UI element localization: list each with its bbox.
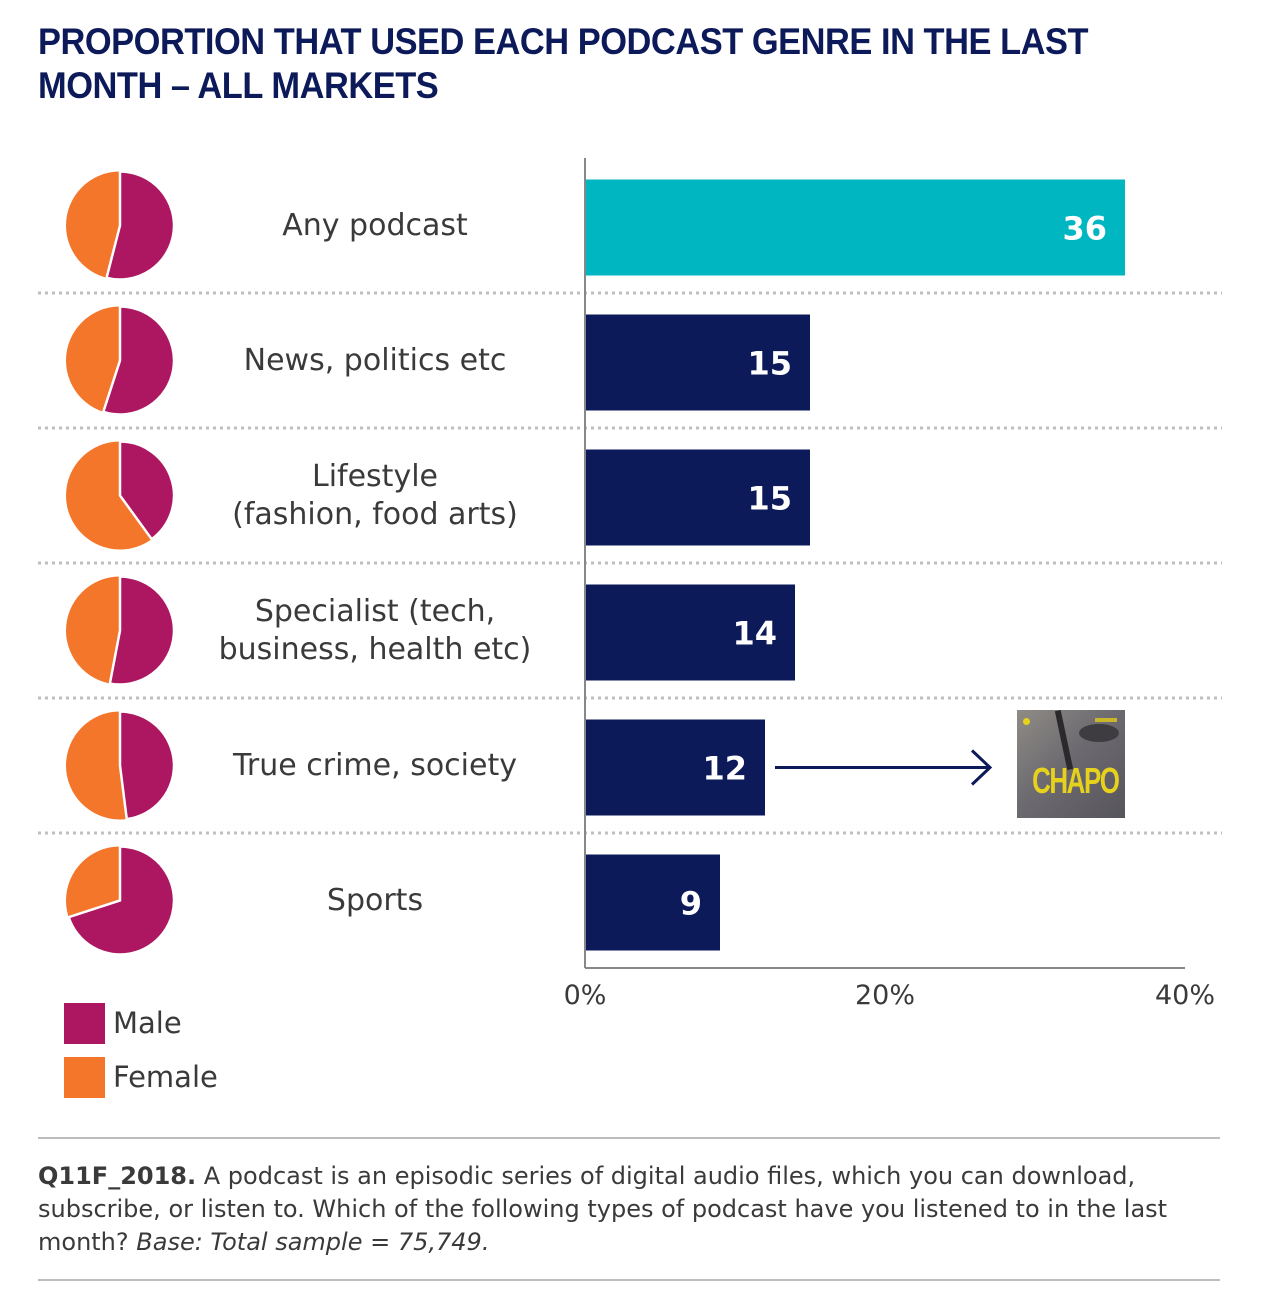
bar-value-label: 15 xyxy=(747,345,792,383)
gender-pie xyxy=(66,305,176,416)
footnote-top-rule xyxy=(38,1137,1220,1139)
legend: Male Female xyxy=(64,1002,218,1110)
pie-slice-male xyxy=(108,575,176,686)
x-tick-label: 20% xyxy=(855,980,915,1011)
footnote-base: Base: Total sample = 75,749. xyxy=(136,1228,490,1256)
footnote: Q11F_2018. A podcast is an episodic seri… xyxy=(38,1160,1228,1259)
category-label: Sports xyxy=(326,882,424,918)
row-dividers xyxy=(38,291,1222,835)
bar xyxy=(585,719,765,816)
annotation-arrow xyxy=(775,749,993,786)
cover-title: CHAPO xyxy=(1032,760,1120,801)
category-label: Specialist (tech, business, health etc) xyxy=(218,593,532,667)
gender-pie xyxy=(66,845,176,956)
bar-value-label: 15 xyxy=(747,480,792,518)
legend-label-male: Male xyxy=(113,1006,182,1040)
footnote-bottom-rule xyxy=(38,1279,1220,1281)
legend-swatch-male xyxy=(64,1002,105,1044)
pie-slice-male xyxy=(118,440,176,541)
cover-eye-shape xyxy=(1079,724,1119,742)
legend-item-female: Female xyxy=(64,1056,218,1098)
footnote-question-code: Q11F_2018. xyxy=(38,1162,197,1190)
category-label: True crime, society xyxy=(233,747,517,783)
bar-value-label: 36 xyxy=(1062,210,1107,248)
pie-slice-male xyxy=(105,170,176,281)
x-tick-label: 0% xyxy=(564,980,607,1011)
bar-value-label: 14 xyxy=(732,615,777,653)
bar-value-label: 12 xyxy=(702,750,747,788)
bar xyxy=(585,314,810,411)
bar xyxy=(585,449,810,546)
bars xyxy=(585,179,1125,951)
legend-label-female: Female xyxy=(113,1060,218,1094)
category-label: Lifestyle (fashion, food arts) xyxy=(232,458,518,532)
bar-value-label: 9 xyxy=(680,885,702,923)
gender-pie xyxy=(66,170,176,281)
gender-pie xyxy=(66,710,176,821)
legend-swatch-female xyxy=(64,1056,105,1098)
chart-title: PROPORTION THAT USED EACH PODCAST GENRE … xyxy=(38,21,1089,106)
gender-pies xyxy=(66,170,176,956)
arrow-head-icon xyxy=(970,749,993,786)
cover-tag xyxy=(1095,718,1117,722)
category-label: News, politics etc xyxy=(243,342,507,378)
pie-slice-male xyxy=(101,305,176,416)
x-axis: 0% 20% 40% xyxy=(564,158,1215,1011)
gender-pie xyxy=(66,575,176,686)
legend-item-male: Male xyxy=(64,1002,218,1044)
gender-pie xyxy=(66,440,176,550)
x-tick-label: 40% xyxy=(1155,980,1215,1011)
cover-logo-dot xyxy=(1023,718,1030,725)
bar xyxy=(585,854,720,951)
pie-slice-male xyxy=(67,845,176,956)
bar xyxy=(585,584,795,681)
footnote-text: A podcast is an episodic series of digit… xyxy=(38,1162,1168,1256)
category-label: Any podcast xyxy=(282,207,468,243)
pie-slice-male xyxy=(118,710,176,821)
bar-value-labels: 36 15 15 14 12 9 xyxy=(680,210,1107,923)
chapo-podcast-cover-image: CHAPO xyxy=(1017,710,1125,818)
bar xyxy=(585,179,1125,276)
